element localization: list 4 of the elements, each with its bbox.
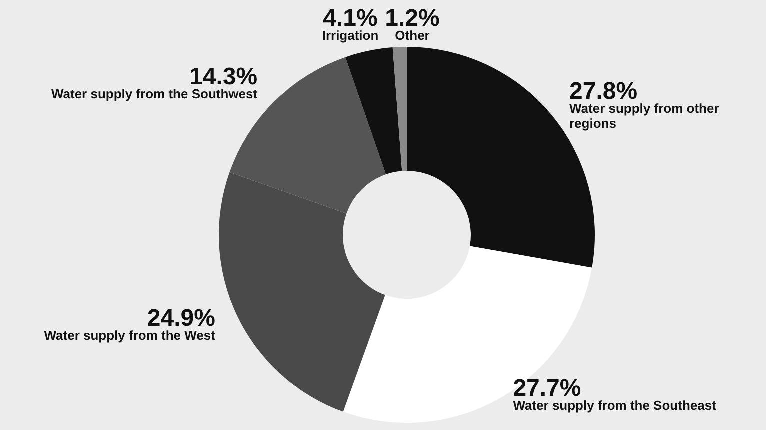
donut-slice bbox=[346, 48, 402, 175]
donut-slice bbox=[343, 246, 592, 423]
donut-slice bbox=[392, 47, 407, 172]
slice-label: Water supply from the Southwest bbox=[51, 86, 258, 102]
